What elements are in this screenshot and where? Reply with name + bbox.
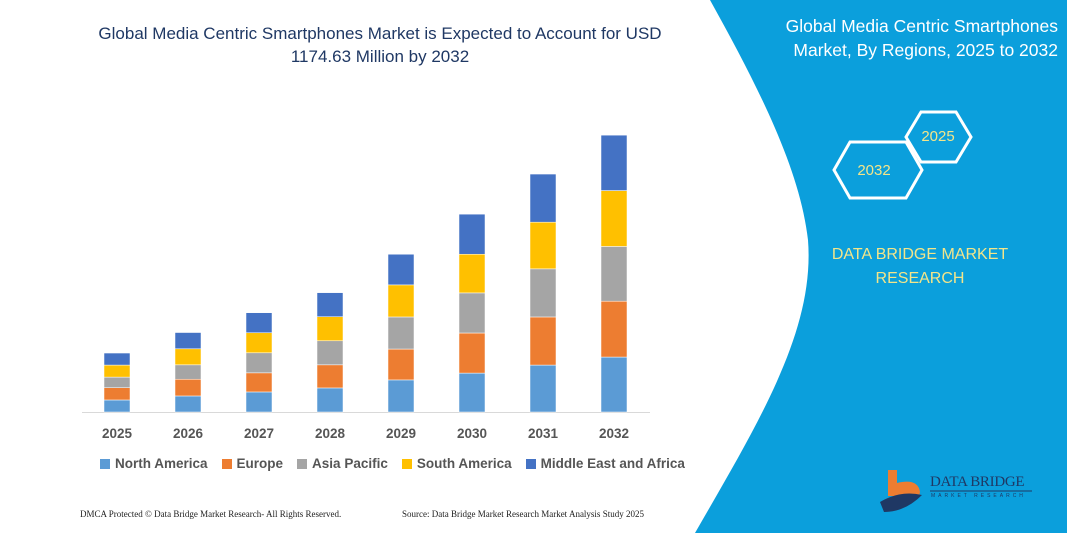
- bar-segment-asia-pacific-2032: [600, 246, 628, 302]
- bar-segment-asia-pacific-2028: [316, 340, 344, 366]
- legend-item-asia-pacific: Asia Pacific: [297, 456, 388, 471]
- bar-segment-asia-pacific-2029: [387, 316, 415, 350]
- brand-text: DATA BRIDGE MARKET RESEARCH: [831, 246, 1009, 287]
- x-tick-label: 2031: [528, 426, 559, 441]
- side-panel-shape: [695, 0, 1067, 533]
- bar-segment-south-america-2026: [174, 348, 202, 366]
- logo-icon: [880, 470, 922, 512]
- hex-label-2032: 2032: [857, 162, 891, 179]
- bar-segment-europe-2031: [529, 316, 557, 366]
- bar-segment-europe-2025: [103, 387, 131, 401]
- legend-label: Europe: [236, 456, 284, 471]
- legend-swatch: [297, 458, 308, 469]
- bar-segment-south-america-2025: [103, 364, 131, 378]
- hex-label-2025: 2025: [921, 128, 955, 145]
- x-tick-label: 2030: [457, 426, 487, 441]
- x-tick-label: 2032: [599, 426, 629, 441]
- bar-segment-north-america-2032: [600, 356, 628, 413]
- chart-legend: North America Europe Asia Pacific South …: [100, 456, 685, 471]
- bar-segment-south-america-2027: [245, 332, 273, 354]
- legend-label: North America: [115, 456, 208, 471]
- hex-2032-shape: [832, 140, 924, 200]
- bar-segment-north-america-2027: [245, 391, 273, 413]
- bar-segment-middle-east-and-africa-2029: [387, 253, 415, 286]
- bar-segment-north-america-2026: [174, 395, 202, 413]
- legend-swatch: [221, 458, 232, 469]
- legend-swatch: [100, 458, 110, 469]
- legend-label: South America: [416, 456, 512, 471]
- bar-segment-asia-pacific-2027: [245, 352, 273, 374]
- bar-segment-europe-2030: [458, 332, 486, 374]
- bar-segment-europe-2032: [600, 300, 628, 358]
- legend-swatch: [525, 458, 536, 469]
- x-tick-label: 2025: [102, 426, 133, 441]
- legend-item-south-america: South America: [401, 456, 512, 471]
- legend-label: Asia Pacific: [312, 456, 388, 471]
- hex-2025-shape: [904, 110, 973, 164]
- bar-segment-north-america-2028: [316, 387, 344, 413]
- side-panel-title: Global Media Centric Smartphones Market,…: [785, 16, 1058, 60]
- x-tick-label: 2028: [315, 426, 346, 441]
- bar-segment-middle-east-and-africa-2028: [316, 292, 344, 317]
- bar-segment-south-america-2029: [387, 284, 415, 318]
- bar-segment-middle-east-and-africa-2031: [529, 173, 557, 223]
- x-tick-label: 2029: [386, 426, 416, 441]
- chart-title: Global Media Centric Smartphones Market …: [98, 24, 662, 66]
- bar-segment-middle-east-and-africa-2026: [174, 332, 202, 350]
- bar-segment-south-america-2031: [529, 221, 557, 270]
- bar-segment-asia-pacific-2030: [458, 292, 486, 334]
- logo-subtext: MARKET RESEARCH: [931, 493, 1026, 499]
- bar-segment-asia-pacific-2031: [529, 268, 557, 318]
- bar-segment-north-america-2029: [387, 379, 415, 413]
- legend-swatch: [401, 458, 412, 469]
- x-tick-label: 2027: [244, 426, 274, 441]
- stacked-bar-chart: 2025 2026 2027 2028 2029 2030 2031 2032: [82, 134, 650, 441]
- footer-source: Source: Data Bridge Market Research Mark…: [402, 509, 644, 519]
- bar-segment-middle-east-and-africa-2025: [103, 352, 131, 366]
- legend-label: Middle East and Africa: [540, 456, 685, 471]
- bar-segment-middle-east-and-africa-2030: [458, 213, 486, 255]
- bar-segment-asia-pacific-2025: [103, 376, 131, 388]
- footer-copyright: DMCA Protected © Data Bridge Market Rese…: [80, 509, 342, 519]
- bar-segment-europe-2027: [245, 372, 273, 393]
- bar-segment-middle-east-and-africa-2027: [245, 312, 273, 334]
- bar-segment-south-america-2028: [316, 316, 344, 342]
- bar-segment-europe-2029: [387, 348, 415, 381]
- bar-segment-north-america-2030: [458, 372, 486, 413]
- bar-segment-south-america-2030: [458, 253, 486, 294]
- bar-segment-north-america-2025: [103, 399, 131, 413]
- logo-text: DATA BRIDGE: [930, 474, 1025, 490]
- x-tick-label: 2026: [173, 426, 204, 441]
- bar-segment-europe-2028: [316, 364, 344, 389]
- legend-item-middle-east-africa: Middle East and Africa: [525, 456, 685, 471]
- legend-item-north-america: North America: [100, 456, 208, 471]
- legend-item-europe: Europe: [221, 456, 284, 471]
- bar-segment-europe-2026: [174, 378, 202, 397]
- bar-segment-asia-pacific-2026: [174, 364, 202, 380]
- bar-segment-south-america-2032: [600, 190, 628, 247]
- bar-segment-north-america-2031: [529, 364, 557, 413]
- bar-segment-middle-east-and-africa-2032: [600, 134, 628, 191]
